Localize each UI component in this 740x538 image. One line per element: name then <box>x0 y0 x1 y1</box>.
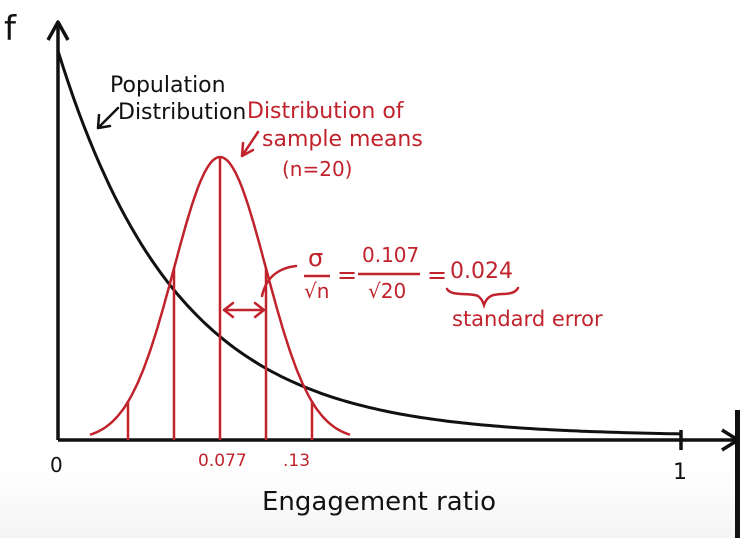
formula-denominator: √20 <box>368 279 406 303</box>
population-label-line1: Population <box>110 73 226 98</box>
sampling-label-line2: sample means <box>262 127 423 152</box>
formula-equals-1: = <box>337 261 357 289</box>
y-axis-arrow <box>46 20 70 41</box>
formula-brace <box>445 286 520 309</box>
x-axis-title: Engagement ratio <box>262 487 496 517</box>
formula-equals-2: = <box>427 261 447 289</box>
population-label-line2: Distribution <box>118 100 246 125</box>
formula-numerator: 0.107 <box>362 243 419 267</box>
x-end-label: 1 <box>673 460 687 485</box>
sampling-sd-lines <box>126 157 314 440</box>
formula-sigma: σ <box>308 244 323 272</box>
x-origin-label: 0 <box>50 453 63 477</box>
y-axis-label: f <box>4 9 17 49</box>
sampling-label-line3: (n=20) <box>282 157 353 181</box>
sampling-pointer-arrow <box>240 130 260 158</box>
se-pointer-stroke <box>260 264 298 298</box>
formula-root-n: √n <box>304 279 329 303</box>
se-tick-label: .13 <box>283 451 310 471</box>
formula-caption: standard error <box>452 307 603 331</box>
mean-tick-label: 0.077 <box>198 451 247 471</box>
se-double-arrow <box>222 301 266 319</box>
formula-result: 0.024 <box>450 259 513 284</box>
sampling-label-line1: Distribution of <box>247 99 405 124</box>
right-edge-bar <box>735 410 740 538</box>
bottom-fade <box>0 468 740 538</box>
population-curve <box>56 50 681 436</box>
population-pointer-arrow <box>96 106 120 130</box>
